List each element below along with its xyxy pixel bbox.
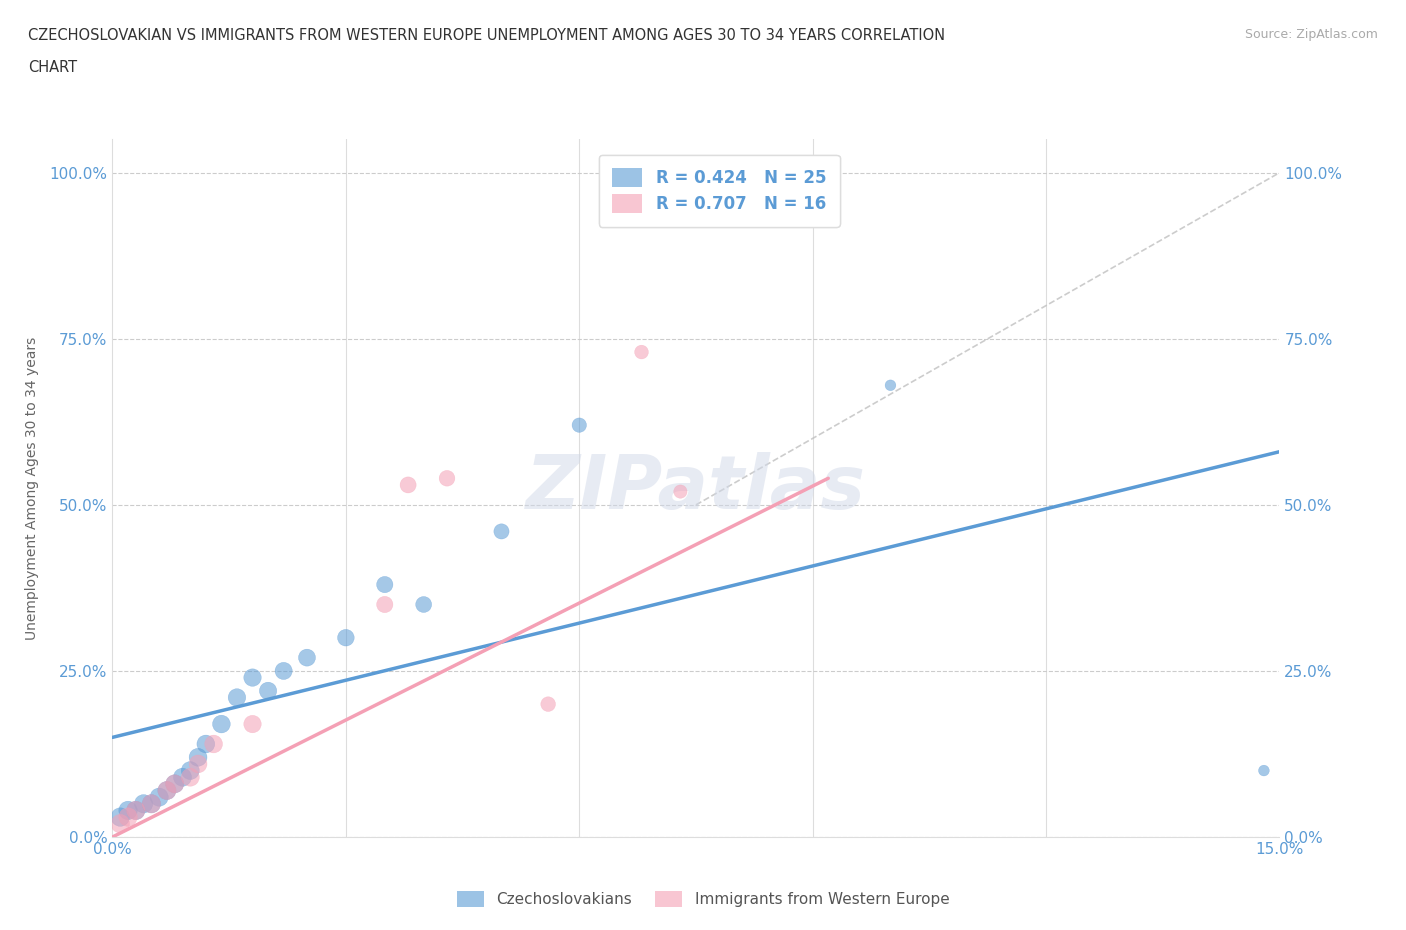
Point: [117, 803, 139, 817]
Point: [187, 750, 209, 764]
Point: [295, 650, 318, 665]
Point: [537, 697, 560, 711]
Text: Source: ZipAtlas.com: Source: ZipAtlas.com: [1244, 28, 1378, 41]
Point: [163, 777, 186, 791]
Point: [110, 817, 132, 831]
Point: [148, 790, 170, 804]
Point: [187, 756, 209, 771]
Point: [179, 764, 201, 778]
Legend: Czechoslovakians, Immigrants from Western Europe: Czechoslovakians, Immigrants from Wester…: [450, 884, 956, 913]
Point: [226, 690, 249, 705]
Point: [879, 378, 901, 392]
Point: [273, 663, 295, 678]
Point: [141, 796, 163, 811]
Point: [172, 770, 194, 785]
Point: [568, 418, 591, 432]
Point: [194, 737, 217, 751]
Point: [257, 684, 280, 698]
Point: [374, 597, 396, 612]
Point: [436, 471, 458, 485]
Point: [132, 796, 155, 811]
Point: [396, 477, 419, 492]
Text: CZECHOSLOVAKIAN VS IMMIGRANTS FROM WESTERN EUROPE UNEMPLOYMENT AMONG AGES 30 TO : CZECHOSLOVAKIAN VS IMMIGRANTS FROM WESTE…: [28, 28, 945, 43]
Point: [412, 597, 434, 612]
Point: [202, 737, 225, 751]
Point: [1253, 764, 1275, 778]
Point: [630, 345, 652, 360]
Text: ZIPatlas: ZIPatlas: [526, 452, 866, 525]
Point: [242, 717, 264, 732]
Point: [163, 777, 186, 791]
Text: CHART: CHART: [28, 60, 77, 75]
Legend: R = 0.424   N = 25, R = 0.707   N = 16: R = 0.424 N = 25, R = 0.707 N = 16: [599, 154, 839, 227]
Point: [125, 803, 148, 817]
Point: [374, 578, 396, 592]
Point: [242, 671, 264, 685]
Point: [141, 796, 163, 811]
Point: [117, 810, 139, 825]
Point: [179, 770, 201, 785]
Point: [669, 485, 692, 499]
Point: [110, 810, 132, 825]
Point: [156, 783, 179, 798]
Y-axis label: Unemployment Among Ages 30 to 34 years: Unemployment Among Ages 30 to 34 years: [24, 337, 38, 640]
Point: [335, 631, 357, 645]
Point: [156, 783, 179, 798]
Point: [209, 717, 232, 732]
Point: [125, 803, 148, 817]
Point: [491, 524, 513, 538]
